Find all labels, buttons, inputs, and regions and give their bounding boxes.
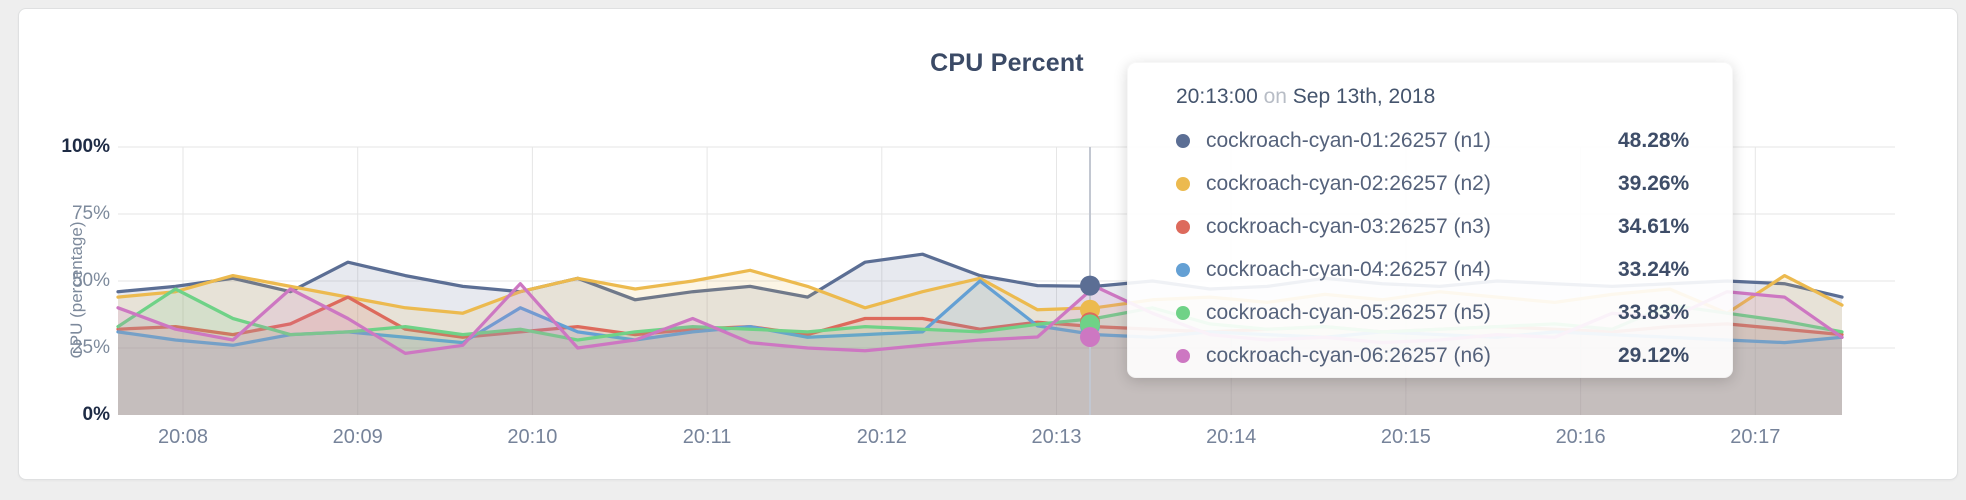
tooltip-row: cockroach-cyan-06:26257 (n6) 29.12% [1176, 334, 1710, 377]
series-color-dot-icon [1176, 176, 1190, 191]
tooltip-series-value: 29.12% [1618, 343, 1690, 367]
tooltip-series-value: 39.26% [1618, 171, 1690, 195]
tooltip-date: Sep 13th, 2018 [1292, 85, 1436, 108]
y-tick-label: 0% [82, 404, 110, 425]
x-tick-label: 20:13 [1031, 426, 1082, 448]
tooltip-series-label: cockroach-cyan-03:26257 (n3) [1206, 214, 1491, 238]
chart-title: CPU Percent [930, 49, 1084, 77]
x-tick-label: 20:11 [682, 426, 732, 448]
tooltip-separator: on [1263, 85, 1287, 108]
tooltip-series-label: cockroach-cyan-01:26257 (n1) [1206, 128, 1491, 152]
hover-point-dot [1080, 326, 1100, 347]
series-color-dot-icon [1176, 262, 1190, 277]
series-area [118, 281, 1842, 415]
x-tick-label: 20:09 [332, 426, 383, 448]
series-color-dot-icon [1176, 305, 1190, 320]
hover-tooltip: 20:13:00 on Sep 13th, 2018 cockroach-cya… [1127, 62, 1733, 378]
tooltip-series-value: 34.61% [1618, 214, 1690, 238]
tooltip-row: cockroach-cyan-04:26257 (n4) 33.24% [1176, 248, 1710, 291]
tooltip-series-value: 33.24% [1618, 257, 1690, 281]
tooltip-row: cockroach-cyan-02:26257 (n2) 39.26% [1176, 162, 1710, 205]
series-color-dot-icon [1176, 133, 1190, 148]
y-tick-label: 100% [61, 136, 110, 157]
y-tick-label: 75% [71, 203, 110, 224]
x-tick-label: 20:17 [1730, 426, 1781, 448]
series-color-dot-icon [1176, 219, 1190, 234]
series-color-dot-icon [1176, 348, 1190, 363]
tooltip-series-label: cockroach-cyan-05:26257 (n5) [1206, 300, 1491, 324]
tooltip-series-value: 33.83% [1618, 300, 1690, 324]
x-tick-label: 20:10 [507, 426, 558, 448]
x-tick-label: 20:16 [1555, 426, 1606, 448]
tooltip-row: cockroach-cyan-01:26257 (n1) 48.28% [1176, 119, 1710, 162]
tooltip-row: cockroach-cyan-05:26257 (n5) 33.83% [1176, 291, 1710, 334]
y-tick-label: 25% [71, 337, 110, 358]
y-tick-label: 50% [71, 270, 110, 291]
tooltip-header: 20:13:00 on Sep 13th, 2018 [1176, 83, 1710, 111]
tooltip-series-value: 48.28% [1618, 128, 1690, 152]
tooltip-series-label: cockroach-cyan-04:26257 (n4) [1206, 257, 1491, 281]
x-tick-label: 20:14 [1206, 426, 1257, 448]
tooltip-row: cockroach-cyan-03:26257 (n3) 34.61% [1176, 205, 1710, 248]
series-area [118, 289, 1842, 415]
x-tick-label: 20:15 [1380, 426, 1431, 448]
tooltip-series-label: cockroach-cyan-06:26257 (n6) [1206, 343, 1491, 367]
tooltip-rows: cockroach-cyan-01:26257 (n1) 48.28% cockro… [1176, 119, 1710, 377]
tooltip-series-label: cockroach-cyan-02:26257 (n2) [1206, 171, 1491, 195]
x-tick-label: 20:08 [157, 426, 209, 448]
x-tick-label: 20:12 [856, 426, 907, 448]
tooltip-time: 20:13:00 [1176, 85, 1258, 108]
series-area [118, 297, 1842, 415]
hover-point-dot [1080, 275, 1100, 296]
